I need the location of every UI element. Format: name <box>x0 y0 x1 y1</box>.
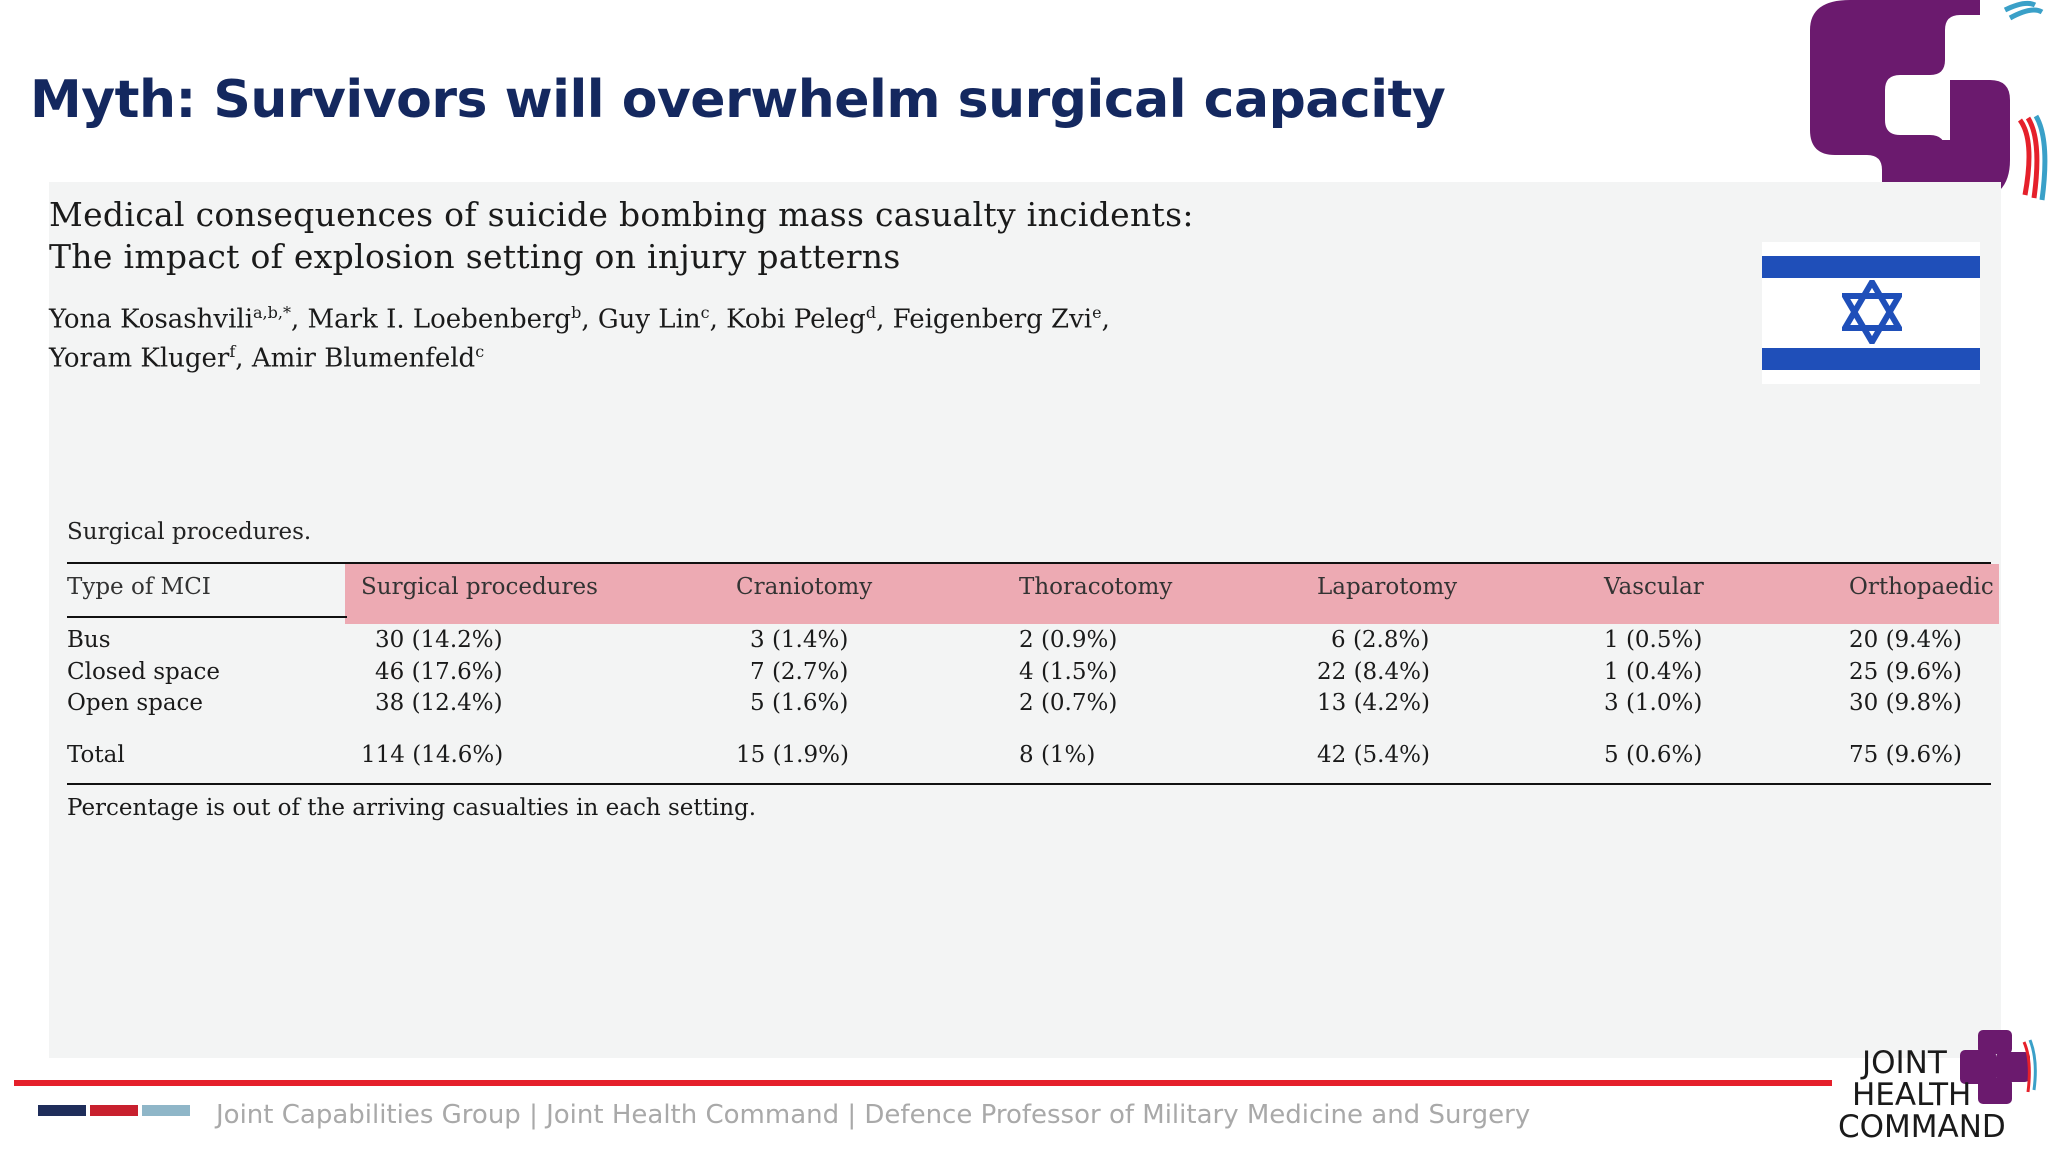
paper-title-line1: Medical consequences of suicide bombing … <box>49 195 1194 234</box>
author-affiliation: f <box>229 341 236 361</box>
table-cell: 30 (14.2%) <box>375 627 503 653</box>
table-top-rule <box>67 562 1991 564</box>
footer-color-bars <box>38 1105 190 1124</box>
table-cell: 3 (1.0%) <box>1604 690 1703 716</box>
footer-divider <box>14 1080 1832 1086</box>
table-cell: 4 (1.5%) <box>1019 659 1118 685</box>
israel-flag-icon <box>1762 242 1980 384</box>
logo-line-command: COMMAND <box>1838 1109 2006 1145</box>
table-cell: 30 (9.8%) <box>1849 690 1962 716</box>
col-header-vascular: Vascular <box>1604 574 1704 600</box>
col-header-laparotomy: Laparotomy <box>1317 574 1458 600</box>
star-of-david-icon <box>1842 280 1902 344</box>
col-header-type: Type of MCI <box>67 574 211 600</box>
footer-bar-blue <box>142 1105 190 1116</box>
col-header-orthopaedic: Orthopaedic <box>1849 574 1994 600</box>
table-cell: 38 (12.4%) <box>375 690 503 716</box>
author-affiliation: c <box>475 341 485 361</box>
table-caption: Surgical procedures. <box>67 519 312 545</box>
paper-title-line2: The impact of explosion setting on injur… <box>49 237 901 276</box>
table-cell: 20 (9.4%) <box>1849 627 1962 653</box>
table-cell: 7 (2.7%) <box>750 659 849 685</box>
table-cell: 1 (0.4%) <box>1604 659 1703 685</box>
author-name: Yoram Kluger <box>49 343 230 374</box>
authors-line2: Yoram Klugerf, Amir Blumenfeldc <box>49 341 485 374</box>
table-footnote: Percentage is out of the arriving casual… <box>67 795 757 821</box>
joint-health-command-logo: JOINT HEALTH COMMAND <box>1832 1030 2042 1148</box>
table-cell: 13 (4.2%) <box>1317 690 1430 716</box>
col-header-thoracotomy: Thoracotomy <box>1019 574 1173 600</box>
row-label: Bus <box>67 627 111 653</box>
author-name: Amir Blumenfeld <box>251 343 476 374</box>
flag-stripe-bottom <box>1762 348 1980 370</box>
table-cell: 22 (8.4%) <box>1317 659 1430 685</box>
author-affiliation: e <box>1092 303 1102 322</box>
author-name: Guy Lin <box>597 304 701 335</box>
header-highlight <box>345 564 1999 624</box>
footer-bar-navy <box>38 1105 86 1116</box>
jhc-small-cross-icon <box>1960 1030 2037 1104</box>
row-label: Open space <box>67 690 204 716</box>
footer-bar-red <box>90 1105 138 1116</box>
table-header-rule <box>67 616 347 618</box>
table-cell: 5 (0.6%) <box>1604 742 1703 768</box>
author-affiliation: b <box>571 303 582 322</box>
table-cell: 2 (0.7%) <box>1019 690 1118 716</box>
author-affiliation: a,b,* <box>253 303 291 322</box>
author-name: Feigenberg Zvi <box>892 304 1093 335</box>
table-cell: 114 (14.6%) <box>361 742 504 768</box>
table-cell: 1 (0.5%) <box>1604 627 1703 653</box>
table-cell: 3 (1.4%) <box>750 627 849 653</box>
author-affiliation: c <box>700 303 710 322</box>
col-header-surgical: Surgical procedures <box>361 574 598 600</box>
footer-text: Joint Capabilities Group | Joint Health … <box>216 1100 1531 1130</box>
paper-title: Medical consequences of suicide bombing … <box>49 194 1194 278</box>
logo-line-joint: JOINT <box>1862 1045 1947 1081</box>
table-cell: 42 (5.4%) <box>1317 742 1430 768</box>
table-cell: 15 (1.9%) <box>736 742 849 768</box>
authors-line1: Yona Kosashvilia,b,*, Mark I. Loebenberg… <box>49 303 1110 335</box>
col-header-craniotomy: Craniotomy <box>736 574 873 600</box>
author-affiliation: d <box>865 303 877 322</box>
table-cell: 6 (2.8%) <box>1331 627 1430 653</box>
table-cell: 46 (17.6%) <box>375 659 503 685</box>
table-cell: 5 (1.6%) <box>750 690 849 716</box>
row-label: Closed space <box>67 659 220 685</box>
table-cell: 75 (9.6%) <box>1849 742 1962 768</box>
table-cell: 25 (9.6%) <box>1849 659 1962 685</box>
author-name: Yona Kosashvili <box>49 304 254 335</box>
logo-line-health: HEALTH <box>1852 1077 1972 1113</box>
slide-title: Myth: Survivors will overwhelm surgical … <box>30 70 1446 130</box>
table-cell: 8 (1%) <box>1019 742 1096 768</box>
flag-stripe-top <box>1762 256 1980 278</box>
jhc-cross-logo-icon <box>1810 0 2048 201</box>
paper-authors: Yona Kosashvilia,b,*, Mark I. Loebenberg… <box>49 297 1110 374</box>
table-cell: 2 (0.9%) <box>1019 627 1118 653</box>
row-label-total: Total <box>67 742 125 768</box>
author-name: Mark I. Loebenberg <box>307 304 572 335</box>
table-bottom-rule <box>67 783 1991 785</box>
author-name: Kobi Peleg <box>726 304 866 335</box>
